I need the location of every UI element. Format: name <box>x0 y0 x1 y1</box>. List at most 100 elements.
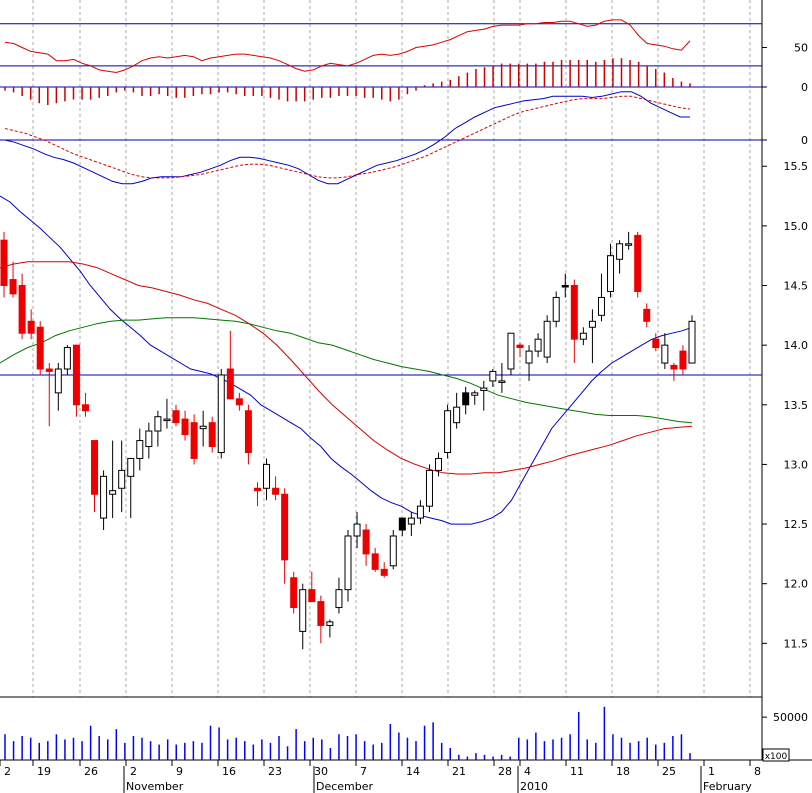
candle <box>570 279 578 364</box>
candle-body <box>634 234 642 292</box>
candle <box>507 332 515 375</box>
candle-body <box>308 589 316 603</box>
candle-body <box>371 553 379 570</box>
candle <box>480 380 488 411</box>
candle <box>398 517 406 536</box>
x-tick-label: 14 <box>406 765 420 778</box>
candle-body <box>416 505 424 519</box>
candle <box>72 344 80 417</box>
candle-body <box>462 392 470 406</box>
candle-body <box>489 370 497 382</box>
candle-body <box>81 404 89 412</box>
candle <box>272 476 280 501</box>
candle-body <box>661 344 669 364</box>
candle-body <box>543 320 551 358</box>
volume-unit-badge: x100 <box>762 748 790 762</box>
candle-body <box>91 440 99 495</box>
candle <box>579 327 587 346</box>
candle-body <box>425 469 433 507</box>
candle <box>661 333 669 370</box>
candle <box>444 404 452 459</box>
candle <box>453 392 461 429</box>
candle <box>299 583 307 650</box>
y-tick-label: 12.0 <box>784 578 809 591</box>
candle-body <box>480 387 488 391</box>
macd-panel <box>0 91 762 185</box>
y-tick-label: 15.5 <box>784 160 809 173</box>
candle <box>543 315 551 364</box>
candle-body <box>145 430 153 448</box>
candle <box>9 261 17 298</box>
candle-body <box>181 418 189 436</box>
candle-body <box>561 285 569 288</box>
y-tick-label: 11.5 <box>784 637 809 650</box>
candle <box>607 243 615 298</box>
candle-body <box>27 320 35 334</box>
panel-frames <box>0 0 812 761</box>
candle <box>0 231 8 298</box>
candle <box>127 457 135 519</box>
vertical-gridlines <box>32 0 751 697</box>
candle-body <box>317 601 325 626</box>
candle-body <box>72 344 80 406</box>
price-panel <box>0 195 762 650</box>
candle <box>371 547 379 572</box>
x-tick-label: 4 <box>524 765 531 778</box>
x-tick-label: 19 <box>37 765 51 778</box>
volume-unit-box <box>762 748 790 762</box>
x-tick-label: 21 <box>452 765 466 778</box>
candle-body <box>525 350 533 364</box>
candle-body <box>290 577 298 609</box>
candle <box>688 315 696 364</box>
candle <box>679 345 687 375</box>
candle <box>18 273 26 340</box>
candle-body <box>235 398 243 406</box>
candle-body <box>326 621 334 626</box>
candle-body <box>389 535 397 567</box>
candle-body <box>281 493 289 561</box>
x-tick-label: 11 <box>570 765 584 778</box>
candle <box>326 619 334 638</box>
candle-body <box>670 364 678 370</box>
candle <box>625 231 633 250</box>
candle <box>317 595 325 644</box>
candle-body <box>9 279 17 295</box>
candle <box>335 577 343 614</box>
candle-body <box>226 368 234 400</box>
candle-body <box>471 392 479 396</box>
candle-body <box>127 457 135 477</box>
candle-body <box>552 296 560 322</box>
candle-body <box>616 243 624 260</box>
x-tick-label: 18 <box>616 765 630 778</box>
candle <box>100 470 108 531</box>
candle <box>190 414 198 465</box>
candle <box>217 369 225 459</box>
candle-body <box>498 380 506 383</box>
candle <box>253 482 261 507</box>
candle <box>45 363 53 427</box>
y-tick-label: 50 <box>794 42 808 55</box>
oscillator-line <box>4 19 691 74</box>
y-tick-label: 0 <box>801 134 808 147</box>
candle-body <box>154 416 162 432</box>
candle <box>489 369 497 387</box>
candle-body <box>335 589 343 609</box>
candle-body <box>435 457 443 471</box>
candle <box>27 309 35 340</box>
candle-body <box>190 422 198 459</box>
x-tick-label: 1 <box>708 765 715 778</box>
candle-body <box>407 517 415 525</box>
candle-body <box>100 475 108 519</box>
x-tick-label: 7 <box>360 765 367 778</box>
candle <box>588 309 596 364</box>
candle-body <box>54 368 62 394</box>
candle <box>263 458 271 501</box>
candle <box>435 452 443 477</box>
candle-body <box>217 374 225 453</box>
x-tick-label: 9 <box>176 765 183 778</box>
candle <box>163 398 171 429</box>
candle-body <box>625 243 633 246</box>
candle-body <box>136 440 144 459</box>
candle <box>36 321 44 375</box>
candle-body <box>163 418 171 422</box>
